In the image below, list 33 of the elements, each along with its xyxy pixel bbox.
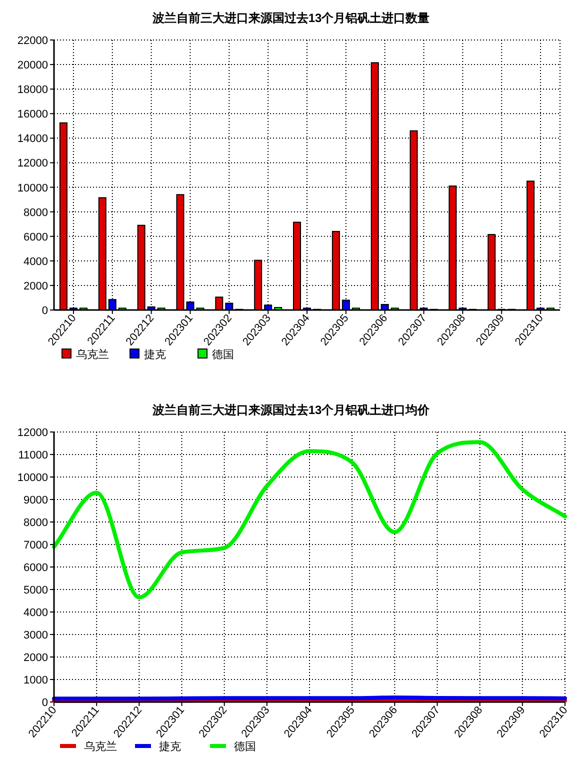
y-tick-label: 14000	[17, 133, 48, 146]
y-tick-label: 10000	[17, 182, 48, 194]
legend-label: 德国	[234, 741, 256, 753]
y-tick-label: 12000	[17, 427, 48, 439]
y-tick-label: 6000	[24, 562, 48, 574]
legend-label: 捷克	[159, 740, 181, 753]
y-tick-label: 7000	[24, 540, 48, 552]
y-tick-label: 2000	[24, 652, 48, 664]
y-tick-label: 16000	[17, 108, 48, 121]
y-tick-label: 20000	[17, 60, 48, 72]
y-tick-label: 10000	[17, 472, 48, 484]
y-tick-label: 8000	[24, 517, 48, 529]
y-tick-label: 9000	[24, 494, 48, 506]
chart-title: 波兰自前三大进口来源国过去13个月铝矾土进口数量	[151, 11, 430, 25]
legend-label: 捷克	[144, 348, 166, 361]
y-tick-label: 5000	[24, 584, 48, 596]
y-tick-label: 4000	[24, 607, 48, 619]
y-tick-label: 3000	[24, 630, 48, 642]
legend-label: 乌克兰	[84, 740, 117, 753]
y-tick-label: 0	[42, 697, 48, 709]
y-tick-label: 1000	[24, 674, 48, 686]
y-tick-label: 8000	[24, 206, 48, 219]
y-tick-label: 2000	[24, 280, 48, 292]
y-tick-label: 4000	[24, 256, 48, 268]
chart-title: 波兰自前三大进口来源国过去13个月铝矾土进口均价	[151, 403, 431, 417]
legend-label: 乌克兰	[76, 348, 109, 361]
y-tick-label: 6000	[24, 231, 48, 244]
y-tick-label: 12000	[17, 158, 48, 170]
y-tick-label: 0	[42, 305, 48, 317]
y-tick-label: 18000	[17, 84, 48, 96]
y-tick-label: 11000	[18, 450, 48, 462]
legend-label: 德国	[212, 349, 234, 361]
y-tick-label: 22000	[17, 35, 48, 47]
